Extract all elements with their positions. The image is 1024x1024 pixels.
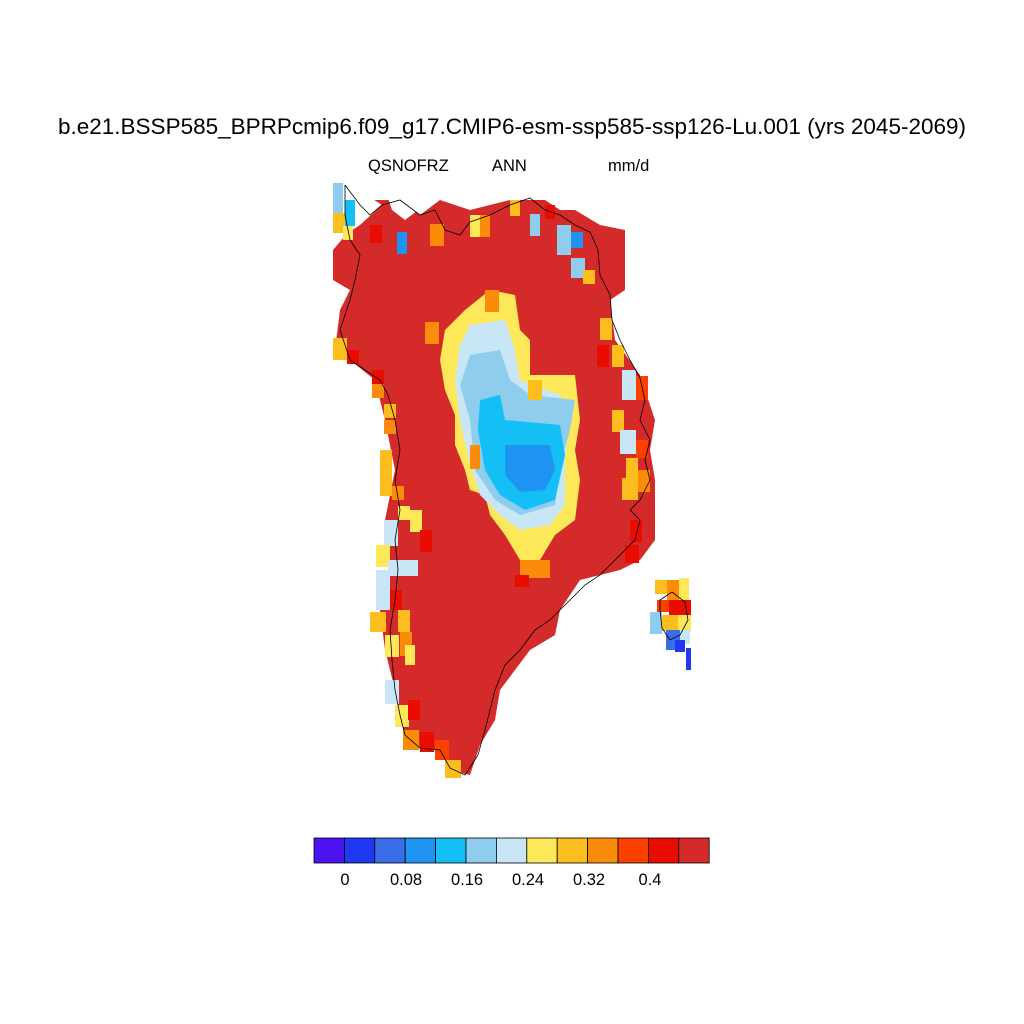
colorbar-swatch [313, 837, 345, 864]
colorbar-tick-label: 0.4 [638, 871, 662, 889]
colorbar-swatch [526, 837, 558, 864]
colorbar-swatch [495, 837, 528, 864]
colorbar-tick-label: 0.32 [572, 871, 606, 889]
colorbar [313, 837, 710, 864]
colorbar-tick-label: 0.24 [511, 871, 545, 889]
plot-title: b.e21.BSSP585_BPRPcmip6.f09_g17.CMIP6-es… [57, 114, 966, 139]
coastal-cells-north [333, 183, 555, 254]
colorbar-tick-label: 0 [340, 871, 350, 889]
east-island-cells [650, 578, 691, 670]
colorbar-swatch [617, 837, 649, 864]
colorbar-swatch [587, 837, 619, 864]
units-label: mm/d [608, 157, 650, 175]
colorbar-swatch [648, 837, 680, 864]
colorbar-swatch [678, 837, 710, 864]
season-label: ANN [492, 157, 527, 175]
colorbar-tick-label: 0.16 [450, 871, 484, 889]
greenland-field-map [333, 183, 691, 778]
colorbar-tick-label: 0.08 [389, 871, 423, 889]
coastal-cells-west [333, 338, 461, 778]
colorbar-swatch [435, 837, 467, 864]
variable-label: QSNOFRZ [368, 157, 449, 175]
coastline-island [659, 591, 689, 641]
coastline-outline [339, 184, 651, 776]
coastal-cells-east [425, 225, 650, 587]
colorbar-swatch [556, 837, 589, 864]
colorbar-swatch [465, 837, 497, 864]
field-region-blue [505, 445, 555, 492]
colorbar-swatch [374, 837, 406, 864]
colorbar-swatch [343, 837, 376, 864]
colorbar-swatch [404, 837, 437, 864]
